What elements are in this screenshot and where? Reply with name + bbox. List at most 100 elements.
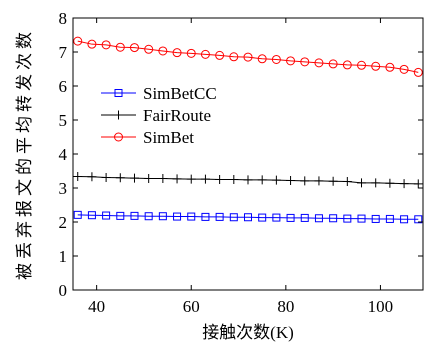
data-point-simbet — [200, 49, 210, 59]
data-point-simbetcc — [144, 212, 153, 221]
data-point-simbet — [172, 48, 182, 58]
data-point-simbetcc — [357, 214, 366, 223]
legend-marker-fairroute — [114, 110, 123, 120]
series-fairroute — [73, 171, 423, 189]
data-point-simbet — [144, 44, 154, 54]
data-point-simbet — [101, 40, 111, 50]
data-point-simbetcc — [87, 211, 96, 220]
legend-label-fairroute: FairRoute — [143, 106, 211, 125]
data-point-fairroute — [101, 172, 111, 182]
data-point-fairroute — [286, 176, 296, 186]
y-axis-label: 被丢弃报文的平均转发次数 — [15, 28, 34, 280]
data-point-simbetcc — [130, 211, 139, 220]
data-point-fairroute — [129, 173, 139, 183]
data-point-simbetcc — [187, 212, 196, 221]
legend-marker-simbet — [114, 132, 123, 142]
data-point-fairroute — [314, 176, 324, 186]
x-axis-label: 接触次数(K) — [202, 323, 294, 342]
data-point-fairroute — [158, 173, 168, 183]
series-line-simbetcc — [77, 214, 419, 220]
series-simbet — [73, 36, 423, 77]
series-layer — [73, 36, 423, 224]
data-point-simbetcc — [371, 214, 380, 223]
data-point-simbet — [73, 36, 83, 46]
y-tick-label: 5 — [59, 111, 68, 130]
data-point-fairroute — [87, 172, 97, 182]
data-point-fairroute — [73, 171, 83, 181]
data-point-simbet — [413, 67, 423, 77]
ticks-layer: 0 1 2 3 4 5 6 7 8 40 60 80 100 — [59, 9, 423, 316]
data-point-fairroute — [144, 173, 154, 183]
plot-background — [73, 18, 423, 290]
series-line-simbet — [77, 40, 419, 73]
data-point-simbet — [371, 61, 381, 71]
data-point-simbetcc — [158, 212, 167, 221]
data-point-simbet — [314, 58, 324, 68]
y-tick-label: 7 — [59, 43, 68, 62]
series-simbetcc — [73, 210, 423, 224]
y-tick-label: 3 — [59, 179, 68, 198]
x-tick-label: 40 — [88, 297, 105, 316]
legend: SimBetCC FairRoute SimBet — [101, 84, 217, 147]
y-tick-label: 8 — [59, 9, 68, 28]
x-tick-label: 80 — [277, 297, 294, 316]
legend-symbols — [101, 89, 136, 142]
data-point-simbet — [186, 48, 196, 58]
data-point-simbetcc — [314, 214, 323, 223]
x-tick-label: 100 — [368, 297, 394, 316]
data-point-fairroute — [371, 178, 381, 188]
legend-label-simbetcc: SimBetCC — [143, 84, 217, 103]
data-point-simbetcc — [400, 215, 409, 224]
data-point-fairroute — [186, 174, 196, 184]
y-tick-label: 1 — [59, 247, 68, 266]
data-point-simbet — [328, 59, 338, 69]
data-point-fairroute — [200, 174, 210, 184]
data-point-simbet — [158, 46, 168, 56]
data-point-simbetcc — [215, 212, 224, 221]
data-point-fairroute — [399, 179, 409, 189]
data-point-fairroute — [342, 177, 352, 187]
data-point-simbetcc — [286, 213, 295, 222]
data-point-simbet — [229, 52, 239, 62]
plot-frame — [72, 17, 424, 291]
data-point-simbet — [357, 60, 367, 70]
y-tick-label: 2 — [59, 213, 68, 232]
data-point-simbet — [399, 64, 409, 74]
data-point-simbetcc — [244, 213, 252, 222]
data-point-fairroute — [229, 175, 239, 184]
data-point-fairroute — [300, 176, 310, 186]
x-tick-label: 60 — [183, 297, 200, 316]
data-point-simbet — [271, 54, 281, 64]
data-point-simbet — [243, 52, 253, 62]
data-point-fairroute — [413, 179, 423, 189]
legend-marker-simbetcc — [114, 89, 123, 97]
data-point-fairroute — [243, 175, 253, 185]
data-point-simbetcc — [229, 213, 238, 222]
data-point-simbet — [215, 50, 225, 60]
data-point-simbetcc — [329, 214, 338, 223]
data-point-fairroute — [271, 175, 281, 185]
data-point-simbetcc — [73, 210, 82, 219]
data-point-simbetcc — [258, 213, 267, 222]
data-point-fairroute — [257, 175, 267, 185]
data-point-fairroute — [357, 178, 367, 188]
data-point-simbet — [300, 57, 310, 67]
data-point-fairroute — [115, 173, 125, 183]
y-tick-label: 6 — [59, 77, 68, 96]
data-point-simbetcc — [116, 211, 125, 220]
data-point-simbet — [385, 62, 395, 72]
data-point-simbet — [115, 42, 125, 52]
data-point-simbetcc — [385, 214, 394, 223]
data-point-fairroute — [215, 175, 225, 184]
data-point-simbetcc — [272, 213, 281, 222]
data-point-simbetcc — [201, 212, 210, 221]
data-point-fairroute — [328, 176, 338, 186]
data-point-simbet — [286, 56, 296, 66]
data-point-fairroute — [385, 178, 395, 188]
data-point-simbet — [129, 43, 139, 53]
data-point-simbet — [87, 39, 97, 49]
data-point-simbetcc — [173, 212, 182, 221]
data-point-fairroute — [172, 174, 182, 184]
y-tick-label: 0 — [59, 281, 68, 300]
